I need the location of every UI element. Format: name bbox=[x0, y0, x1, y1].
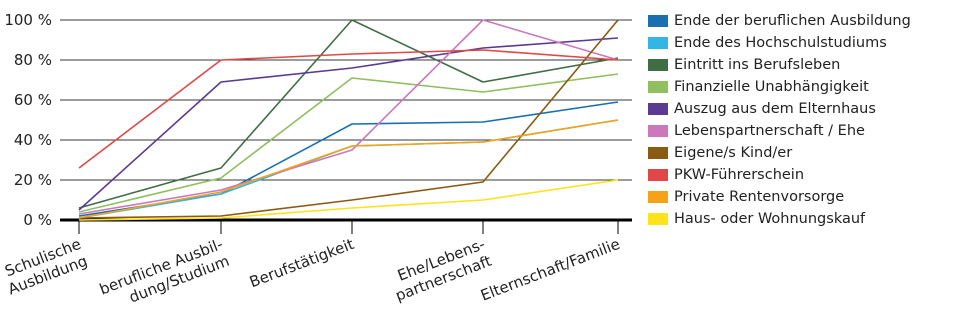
legend-item: Haus- oder Wohnungskauf bbox=[648, 208, 911, 230]
legend-swatch bbox=[648, 147, 668, 159]
series-line-7 bbox=[78, 49, 619, 169]
y-tick-label: 0 % bbox=[23, 211, 52, 229]
legend-item: Private Rentenvorsorge bbox=[648, 186, 911, 208]
legend-item: Eintritt ins Berufsleben bbox=[648, 54, 911, 76]
legend-swatch bbox=[648, 169, 668, 181]
y-tick-label: 80 % bbox=[14, 51, 52, 69]
legend-item: Ende des Hochschulstudiums bbox=[648, 32, 911, 54]
legend-label: Eintritt ins Berufsleben bbox=[674, 57, 841, 73]
legend-item: PKW-Führerschein bbox=[648, 164, 911, 186]
legend-item: Ende der beruflichen Ausbildung bbox=[648, 10, 911, 32]
y-axis-tick-labels: 0 % 20 % 40 % 60 % 80 % 100 % bbox=[4, 11, 52, 229]
legend-swatch bbox=[648, 15, 668, 27]
legend-label: Eigene/s Kind/er bbox=[674, 145, 793, 161]
y-tick-label: 60 % bbox=[14, 91, 52, 109]
legend-label: Private Rentenvorsorge bbox=[674, 189, 845, 205]
series-line-5 bbox=[78, 19, 619, 215]
x-axis bbox=[60, 218, 632, 234]
series-line-0 bbox=[78, 101, 619, 217]
series-line-2 bbox=[78, 19, 619, 209]
x-category-label: berufliche Ausbil-dung/Studium bbox=[97, 235, 232, 315]
legend-label: PKW-Führerschein bbox=[674, 167, 805, 183]
legend-label: Auszug aus dem Elternhaus bbox=[674, 101, 876, 117]
series-lines bbox=[78, 19, 619, 221]
x-category-label: Berufstätigkeit bbox=[247, 235, 357, 291]
legend: Ende der beruflichen Ausbildung Ende des … bbox=[648, 10, 911, 230]
y-tick-label: 20 % bbox=[14, 171, 52, 189]
legend-swatch bbox=[648, 81, 668, 93]
series-line-8 bbox=[78, 119, 619, 219]
series-line-6 bbox=[78, 19, 619, 219]
legend-label: Haus- oder Wohnungskauf bbox=[674, 211, 866, 227]
line-chart: 0 % 20 % 40 % 60 % 80 % 100 % SchulischeAusbi… bbox=[0, 11, 632, 315]
legend-label: Ende des Hochschulstudiums bbox=[674, 35, 887, 51]
series-line-9 bbox=[78, 179, 619, 221]
x-category-label: SchulischeAusbildung bbox=[0, 235, 90, 299]
legend-item: Eigene/s Kind/er bbox=[648, 142, 911, 164]
legend-item: Lebenspartnerschaft / Ehe bbox=[648, 120, 911, 142]
legend-swatch bbox=[648, 37, 668, 49]
legend-swatch bbox=[648, 191, 668, 203]
x-category-label: Ehe/Lebens-partnerschaft bbox=[386, 235, 494, 305]
legend-swatch bbox=[648, 103, 668, 115]
legend-item: Finanzielle Unabhängigkeit bbox=[648, 76, 911, 98]
x-axis-category-labels: SchulischeAusbildung berufliche Ausbil-du… bbox=[0, 235, 622, 315]
legend-swatch bbox=[648, 125, 668, 137]
series-line-4 bbox=[78, 37, 619, 211]
gridlines bbox=[60, 19, 632, 181]
legend-swatch bbox=[648, 213, 668, 225]
y-tick-label: 40 % bbox=[14, 131, 52, 149]
series-line-3 bbox=[78, 73, 619, 213]
legend-label: Finanzielle Unabhängigkeit bbox=[674, 79, 869, 95]
y-tick-label: 100 % bbox=[4, 11, 52, 29]
legend-label: Ende der beruflichen Ausbildung bbox=[674, 13, 911, 29]
legend-label: Lebenspartnerschaft / Ehe bbox=[674, 123, 865, 139]
x-category-label: Elternschaft/Familie bbox=[478, 235, 622, 305]
legend-item: Auszug aus dem Elternhaus bbox=[648, 98, 911, 120]
legend-swatch bbox=[648, 59, 668, 71]
